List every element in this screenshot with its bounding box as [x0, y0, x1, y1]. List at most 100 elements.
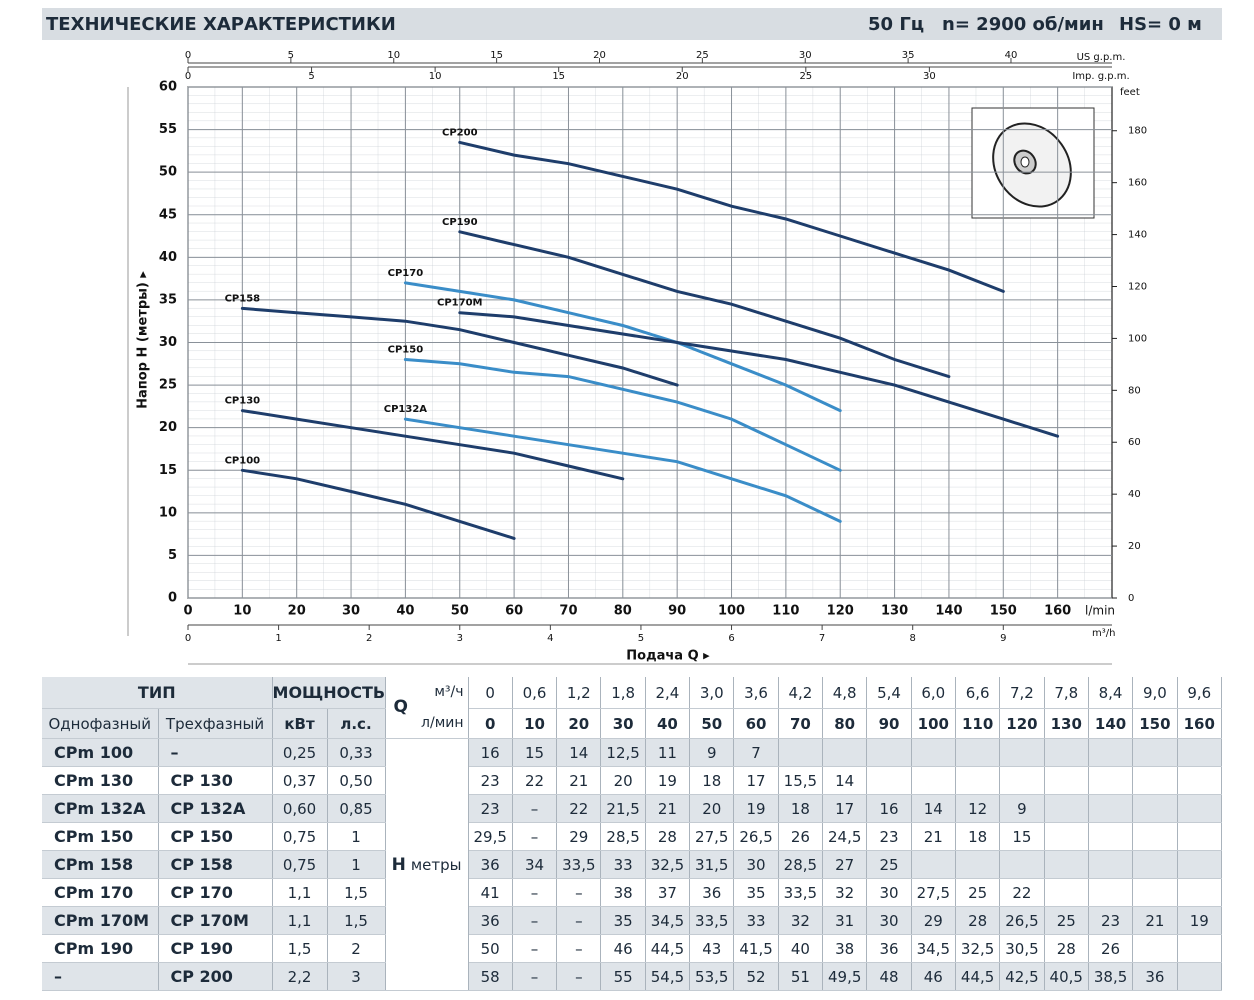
table-cell: 0,37 — [272, 766, 328, 795]
table-cell: 21 — [1132, 906, 1178, 935]
q-value: 20 — [556, 708, 602, 739]
x-tick-label: 30 — [342, 604, 360, 619]
table-cell: 36 — [468, 850, 513, 879]
table-cell: CPm 100 — [42, 738, 159, 767]
q-value: 10 — [512, 708, 558, 739]
q-label: Q — [393, 697, 408, 717]
table-cell — [1177, 822, 1223, 851]
q-value: 0 — [468, 708, 513, 739]
table-cell: 19 — [645, 766, 691, 795]
table-cell: 32 — [778, 906, 824, 935]
table-row: CPm 170M CP 170M 1,1 1,5 36– –35 34,5 33,5 33 32 3… — [42, 906, 1223, 935]
y2-tick-label: 40 — [1128, 489, 1141, 500]
table-cell: CP 200 — [158, 962, 273, 991]
table-cell: 11 — [645, 738, 691, 767]
table-cell — [1132, 738, 1178, 767]
y-tick-label: 55 — [159, 122, 177, 137]
y-tick-label: 30 — [159, 335, 177, 350]
table-cell: 12 — [955, 794, 1001, 823]
table-cell: 14 — [822, 766, 868, 795]
secondary-tick-label: 3 — [457, 633, 463, 644]
x-tick-label: 80 — [614, 604, 632, 619]
table-cell — [1177, 962, 1223, 991]
q-unit: м³/ч — [434, 684, 464, 700]
table-cell: CP 190 — [158, 934, 273, 963]
secondary-tick-label: 35 — [902, 50, 915, 61]
q-value: 3,6 — [733, 677, 779, 709]
table-cell — [1088, 850, 1134, 879]
x-tick-label: 160 — [1044, 604, 1071, 619]
table-cell: – — [556, 878, 602, 907]
y2-tick-label: 20 — [1128, 541, 1141, 552]
curve-label: CP170M — [437, 298, 483, 309]
table-cell: 23 — [866, 822, 912, 851]
table-cell: 26,5 — [733, 822, 779, 851]
h-label: H — [391, 854, 406, 875]
table-cell: 3 — [327, 962, 386, 991]
table-cell: 34 — [512, 850, 558, 879]
secondary-tick-label: 20 — [676, 71, 689, 82]
secondary-tick-label: 20 — [593, 50, 606, 61]
table-cell: – — [512, 878, 558, 907]
table-cell: 52 — [733, 962, 779, 991]
secondary-tick-label: 30 — [799, 50, 812, 61]
table-cell — [1044, 766, 1089, 795]
curve — [458, 311, 1060, 438]
table-cell: 27,5 — [911, 878, 956, 907]
y-tick-label: 50 — [159, 165, 177, 180]
curve-label: CP132A — [384, 404, 428, 415]
table-cell: 18 — [778, 794, 824, 823]
table-cell — [1177, 738, 1223, 767]
table-cell: – — [512, 906, 558, 935]
table-cell: – — [42, 962, 159, 991]
q-value: 1,2 — [556, 677, 602, 709]
q-value: 60 — [733, 708, 779, 739]
curve-label: CP150 — [388, 345, 424, 356]
header-bar: ТЕХНИЧЕСКИЕ ХАРАКТЕРИСТИКИ 50 Гц n= 2900… — [42, 8, 1222, 40]
y2-unit: feet — [1120, 87, 1140, 98]
header-cell: кВт — [272, 708, 328, 739]
x-tick-label: 90 — [668, 604, 686, 619]
frequency: 50 Гц — [868, 14, 925, 35]
y-axis-title: Напор H (метры) ▸ — [136, 271, 151, 409]
table-cell: 25 — [955, 878, 1001, 907]
table-cell: 36 — [689, 878, 735, 907]
header-cell: Трехфазный — [158, 708, 273, 739]
table-cell — [999, 850, 1045, 879]
q-value: 150 — [1132, 708, 1178, 739]
secondary-tick-label: 0 — [185, 50, 191, 61]
table-cell: 16 — [468, 738, 513, 767]
header-cell: МОЩНОСТЬ — [272, 677, 386, 709]
table-cell — [1132, 822, 1178, 851]
y-tick-label: 60 — [159, 80, 177, 95]
table-cell: 21,5 — [600, 794, 646, 823]
secondary-tick-label: 5 — [288, 50, 294, 61]
table-cell: 0,60 — [272, 794, 328, 823]
table-cell: 42,5 — [999, 962, 1045, 991]
table-cell: 1,5 — [327, 878, 386, 907]
table-cell: 46 — [600, 934, 646, 963]
top-axis-unit: US g.p.m. — [1077, 52, 1126, 63]
x-tick-label: 60 — [505, 604, 523, 619]
table-cell: 1,5 — [327, 906, 386, 935]
x-axis-title: Подача Q ▸ — [626, 649, 710, 664]
h-unit: метры — [410, 855, 462, 874]
y2-tick-label: 120 — [1128, 281, 1147, 292]
q-value: 3,0 — [689, 677, 735, 709]
curve-label: CP170 — [388, 268, 424, 279]
table-cell — [1044, 878, 1089, 907]
y2-tick-label: 160 — [1128, 178, 1147, 189]
y2-tick-label: 100 — [1128, 333, 1147, 344]
q-value: 30 — [600, 708, 646, 739]
x-tick-label: 110 — [772, 604, 799, 619]
table-cell: 37 — [645, 878, 691, 907]
table-cell: 30 — [733, 850, 779, 879]
table-cell: 58 — [468, 962, 513, 991]
table-cell: 22 — [556, 794, 602, 823]
q-value: 0,6 — [512, 677, 558, 709]
table-cell: CPm 130 — [42, 766, 159, 795]
x-tick-label: 20 — [288, 604, 306, 619]
table-cell: 1,1 — [272, 878, 328, 907]
q-value: 8,4 — [1088, 677, 1134, 709]
table-cell: 32,5 — [645, 850, 691, 879]
